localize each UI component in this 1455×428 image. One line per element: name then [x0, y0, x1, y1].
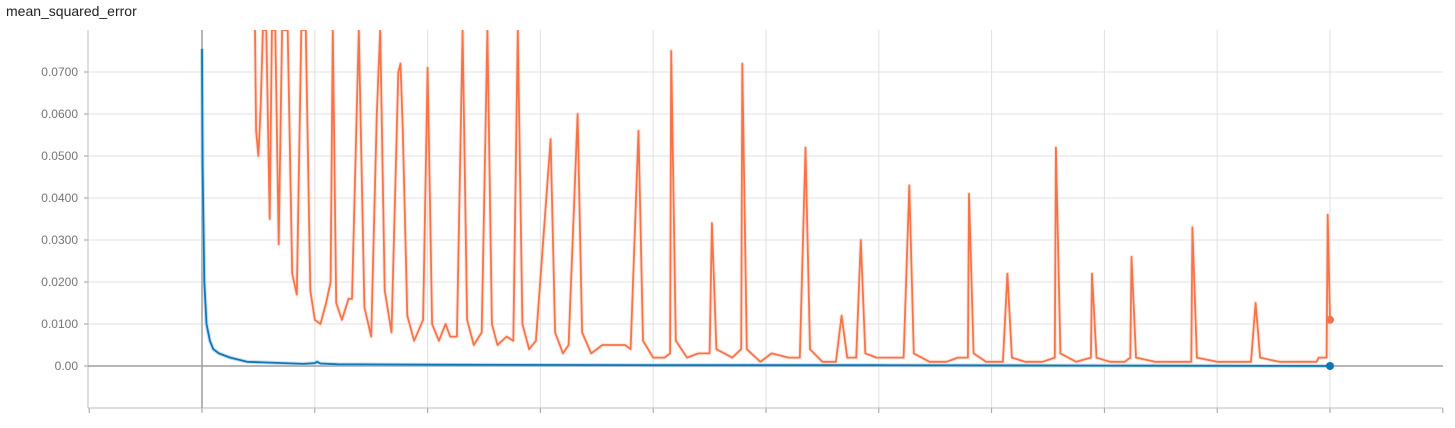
y-tick-label: 0.0200 — [41, 275, 78, 289]
series-1-end-marker — [1326, 362, 1334, 370]
series-0-end-marker — [1326, 315, 1334, 324]
gridlines — [88, 30, 1443, 408]
y-tick-label: 0.0100 — [41, 317, 78, 331]
y-tick-label: 0.0600 — [41, 107, 78, 121]
series-lines — [200, 30, 1332, 368]
series-end-markers — [1326, 315, 1334, 370]
chart-title: mean_squared_error — [6, 3, 137, 19]
series-0-line — [254, 30, 1331, 363]
series-0-raw-line — [253, 30, 1332, 364]
y-tick-label: 0.00 — [55, 359, 79, 373]
y-tick-label: 0.0500 — [41, 149, 78, 163]
y-tick-label: 0.0400 — [41, 191, 78, 205]
y-tick-label: 0.0300 — [41, 233, 78, 247]
series-1-line — [201, 48, 1331, 367]
y-axis-ticks: 0.0700 0.0600 0.0500 0.0400 0.0300 0.0200 0.01… — [41, 65, 78, 373]
y-tick-label: 0.0700 — [41, 65, 78, 79]
